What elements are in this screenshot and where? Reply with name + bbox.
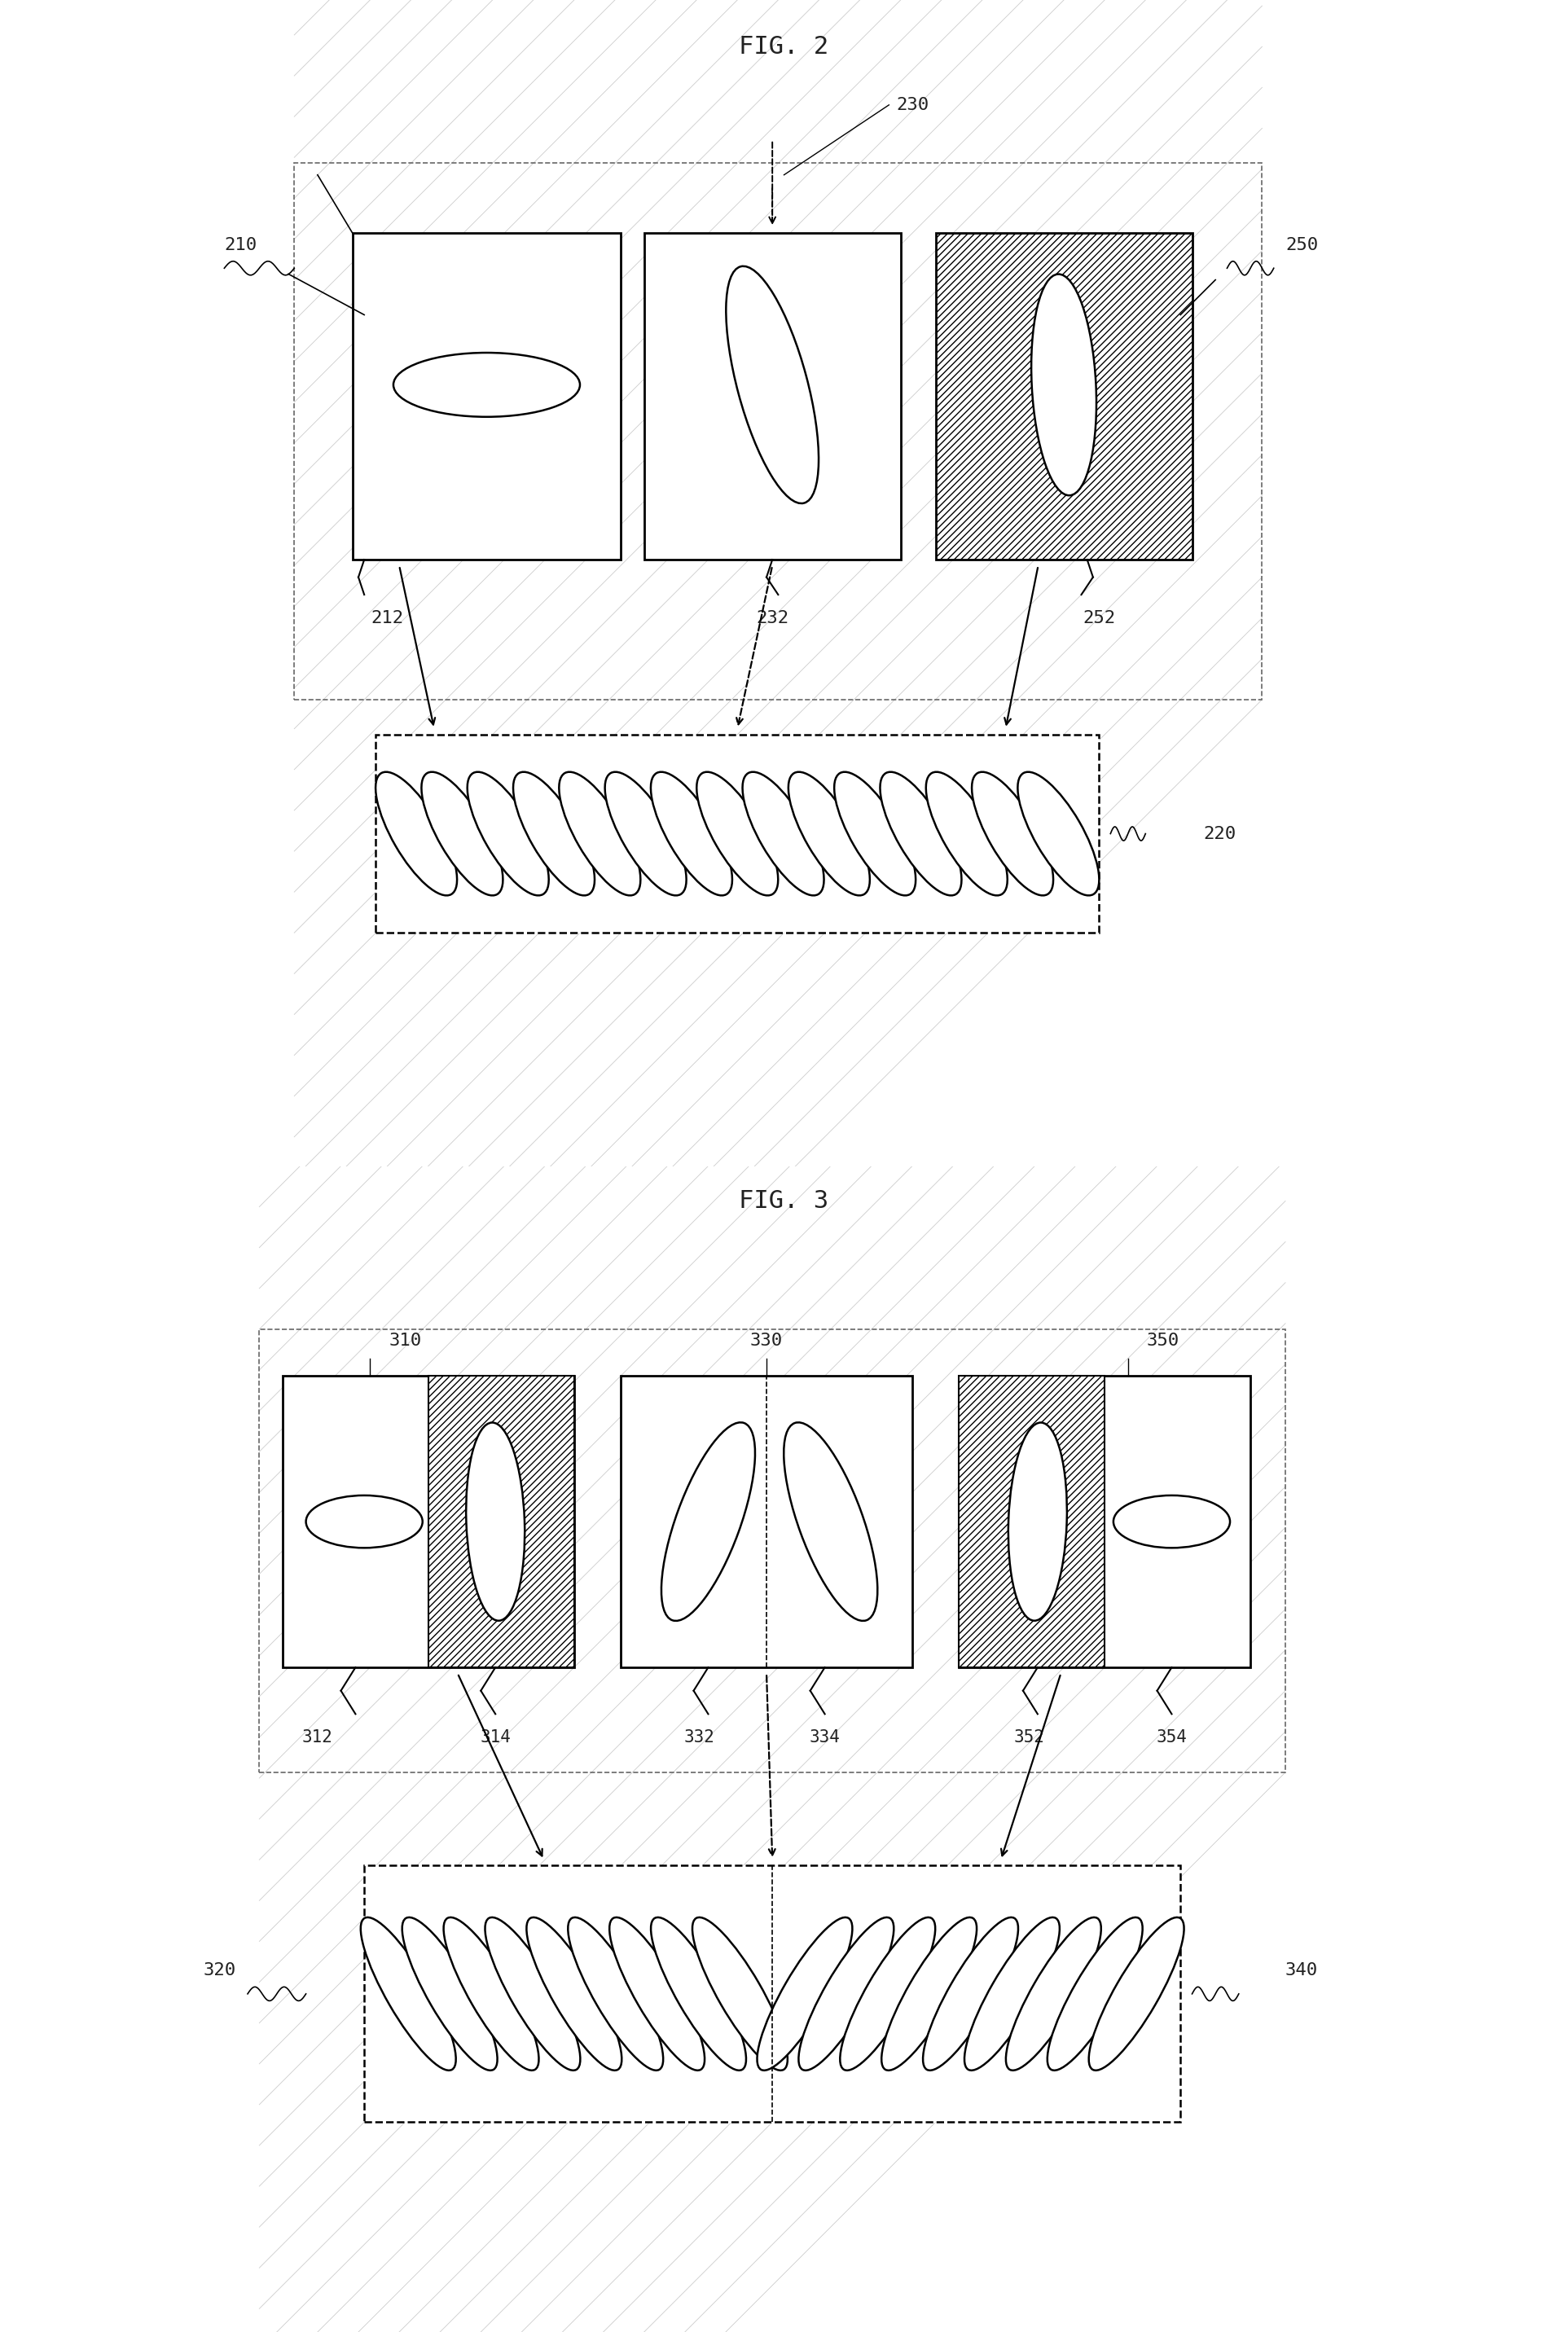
- Text: 350: 350: [1146, 1334, 1179, 1348]
- Text: 312: 312: [303, 1730, 332, 1744]
- Ellipse shape: [605, 772, 687, 895]
- Ellipse shape: [1047, 1917, 1143, 2071]
- Ellipse shape: [927, 772, 1007, 895]
- Ellipse shape: [306, 1495, 422, 1548]
- Ellipse shape: [972, 772, 1054, 895]
- Ellipse shape: [743, 772, 823, 895]
- Ellipse shape: [757, 1917, 853, 2071]
- Ellipse shape: [568, 1917, 663, 2071]
- Text: 352: 352: [1013, 1730, 1044, 1744]
- Ellipse shape: [560, 772, 640, 895]
- Ellipse shape: [1088, 1917, 1184, 2071]
- Ellipse shape: [840, 1917, 935, 2071]
- Bar: [259, 1329, 1286, 1772]
- Text: FIG. 2: FIG. 2: [739, 35, 829, 58]
- Bar: [282, 1376, 574, 1667]
- Ellipse shape: [467, 772, 549, 895]
- Ellipse shape: [466, 1423, 525, 1621]
- Text: FIG. 3: FIG. 3: [739, 1189, 829, 1213]
- Ellipse shape: [651, 772, 732, 895]
- Text: 220: 220: [1204, 826, 1237, 842]
- Bar: [376, 735, 1099, 933]
- Text: 252: 252: [1082, 611, 1115, 625]
- Ellipse shape: [964, 1917, 1060, 2071]
- Ellipse shape: [361, 1917, 456, 2071]
- Ellipse shape: [784, 1423, 878, 1621]
- Text: 332: 332: [684, 1730, 715, 1744]
- Ellipse shape: [444, 1917, 539, 2071]
- Ellipse shape: [1032, 275, 1096, 494]
- Text: 232: 232: [756, 611, 789, 625]
- Ellipse shape: [798, 1917, 894, 2071]
- Ellipse shape: [527, 1917, 622, 2071]
- Ellipse shape: [1113, 1495, 1229, 1548]
- Ellipse shape: [834, 772, 916, 895]
- Text: 320: 320: [204, 1964, 235, 1978]
- Ellipse shape: [1005, 1917, 1101, 2071]
- Ellipse shape: [726, 266, 818, 504]
- Ellipse shape: [924, 1917, 1018, 2071]
- Ellipse shape: [422, 772, 503, 895]
- Text: 212: 212: [372, 611, 405, 625]
- Ellipse shape: [1008, 1423, 1066, 1621]
- Bar: [960, 1376, 1104, 1667]
- Text: 310: 310: [389, 1334, 422, 1348]
- Bar: [644, 233, 900, 560]
- Ellipse shape: [696, 772, 778, 895]
- Ellipse shape: [880, 772, 961, 895]
- Ellipse shape: [651, 1917, 746, 2071]
- Ellipse shape: [513, 772, 594, 895]
- Text: 330: 330: [750, 1334, 782, 1348]
- Text: 314: 314: [480, 1730, 511, 1744]
- Ellipse shape: [789, 772, 870, 895]
- Text: 354: 354: [1156, 1730, 1187, 1744]
- Ellipse shape: [401, 1917, 497, 2071]
- Bar: [364, 1866, 1181, 2122]
- Ellipse shape: [662, 1423, 756, 1621]
- Bar: [960, 1376, 1250, 1667]
- Text: 334: 334: [809, 1730, 840, 1744]
- Ellipse shape: [610, 1917, 704, 2071]
- Text: 250: 250: [1286, 238, 1319, 252]
- Bar: [428, 1376, 574, 1667]
- Bar: [936, 233, 1192, 560]
- Ellipse shape: [394, 352, 580, 417]
- Ellipse shape: [881, 1917, 977, 2071]
- Ellipse shape: [693, 1917, 787, 2071]
- Bar: [621, 1376, 913, 1667]
- Text: 340: 340: [1286, 1964, 1319, 1978]
- Text: 210: 210: [224, 238, 257, 252]
- Ellipse shape: [1018, 772, 1099, 895]
- Ellipse shape: [485, 1917, 580, 2071]
- Text: 230: 230: [895, 98, 928, 112]
- Bar: [295, 163, 1262, 700]
- Ellipse shape: [376, 772, 456, 895]
- Bar: [353, 233, 621, 560]
